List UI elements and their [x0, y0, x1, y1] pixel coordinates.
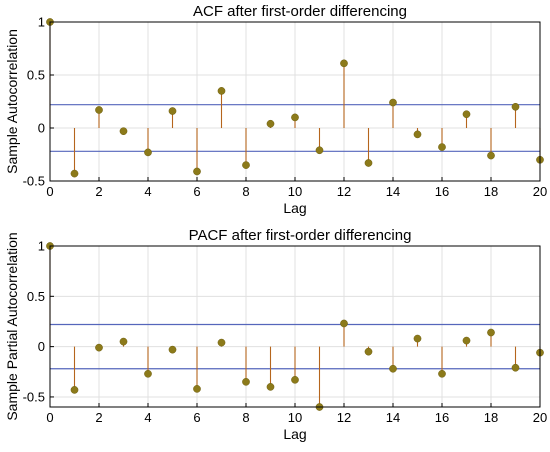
x-tick-label: 12 — [337, 410, 351, 425]
y-tick-label: 0.5 — [27, 289, 45, 304]
chart-title: ACF after first-order differencing — [193, 3, 407, 20]
x-tick-label: 0 — [46, 184, 53, 199]
x-tick-label: 2 — [95, 410, 102, 425]
stem-marker — [70, 169, 79, 178]
x-tick-label: 6 — [193, 410, 200, 425]
stem-marker — [438, 143, 446, 151]
y-tick-label: 0 — [38, 339, 45, 354]
x-tick-label: 14 — [386, 410, 400, 425]
stem-marker — [340, 319, 348, 328]
stem-marker — [95, 106, 103, 114]
stem-marker — [511, 102, 520, 111]
stem-marker — [413, 334, 422, 343]
x-tick-label: 0 — [46, 410, 53, 425]
x-tick-label: 6 — [193, 184, 200, 199]
stem-marker — [119, 337, 128, 346]
stem-marker — [217, 87, 226, 95]
stem-marker — [438, 369, 446, 378]
stem-marker — [266, 119, 275, 128]
stem-marker — [487, 151, 495, 160]
stem-marker — [242, 161, 250, 169]
stem-marker — [70, 386, 79, 394]
stem-marker — [242, 377, 250, 386]
stem-marker — [266, 383, 275, 391]
stem-marker — [144, 148, 152, 157]
stem-marker — [315, 146, 324, 155]
x-axis-label: Lag — [283, 200, 306, 216]
stem-marker — [511, 363, 520, 372]
stem-marker — [389, 364, 397, 373]
y-tick-label: 1 — [38, 239, 45, 254]
x-tick-label: 4 — [144, 410, 151, 425]
y-tick-label: -0.5 — [23, 389, 45, 404]
y-tick-label: 0.5 — [27, 68, 45, 83]
stem-marker — [193, 385, 201, 393]
y-axis-label: Sample Partial Autocorrelation — [4, 232, 20, 420]
stem-marker — [413, 130, 422, 139]
y-tick-label: -0.5 — [23, 174, 45, 189]
stem-marker — [193, 167, 201, 176]
stem-marker — [168, 107, 177, 115]
x-tick-label: 16 — [435, 410, 449, 425]
x-tick-label: 12 — [337, 184, 351, 199]
stem-marker — [340, 59, 348, 68]
stem-marker — [389, 98, 397, 107]
y-tick-label: 1 — [38, 15, 45, 30]
x-tick-label: 14 — [386, 184, 400, 199]
stem-marker — [462, 336, 471, 345]
x-tick-label: 8 — [242, 410, 249, 425]
stem-marker — [217, 338, 226, 347]
x-tick-label: 4 — [144, 184, 151, 199]
chart-title: PACF after first-order differencing — [189, 227, 412, 244]
x-axis-label: Lag — [283, 426, 306, 442]
stem-marker — [119, 127, 128, 136]
stem-marker — [364, 347, 373, 356]
x-tick-label: 10 — [288, 410, 302, 425]
x-tick-label: 18 — [484, 410, 498, 425]
x-tick-label: 18 — [484, 184, 498, 199]
x-tick-label: 8 — [242, 184, 249, 199]
stem-marker — [95, 343, 103, 352]
x-tick-label: 10 — [288, 184, 302, 199]
x-tick-label: 20 — [533, 184, 547, 199]
stem-marker — [487, 328, 495, 337]
x-tick-label: 16 — [435, 184, 449, 199]
stem-marker — [144, 369, 152, 378]
x-tick-label: 2 — [95, 184, 102, 199]
stem-marker — [168, 345, 177, 354]
stem-marker — [462, 110, 471, 119]
y-tick-label: 0 — [38, 121, 45, 136]
y-axis-label: Sample Autocorrelation — [4, 29, 20, 174]
stem-marker — [291, 113, 299, 122]
stem-marker — [364, 159, 373, 167]
x-tick-label: 20 — [533, 410, 547, 425]
stem-marker — [291, 375, 299, 384]
